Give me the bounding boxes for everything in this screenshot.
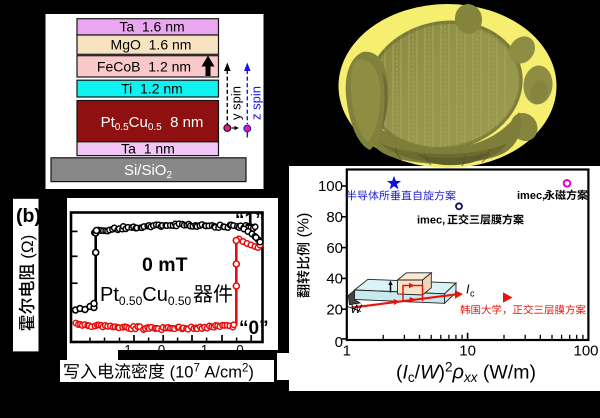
svg-text:imec,: imec, [517, 190, 545, 202]
svg-text:y spin: y spin [229, 86, 244, 120]
svg-text:Ta 1.6 nm: Ta 1.6 nm [119, 19, 184, 35]
svg-text:FeCoB 1.2 nm: FeCoB 1.2 nm [97, 59, 191, 75]
svg-text:“1”: “1” [235, 210, 265, 231]
svg-text:100: 100 [318, 178, 343, 195]
svg-text:1: 1 [343, 343, 351, 360]
svg-text:I: I [466, 283, 470, 297]
svg-text:40: 40 [326, 271, 343, 288]
svg-text:10: 10 [459, 343, 476, 360]
svg-text:Ti 1.2 nm: Ti 1.2 nm [121, 81, 183, 97]
svg-text:“0”: “0” [239, 318, 269, 339]
svg-text:0 mT: 0 mT [142, 254, 188, 276]
svg-text:(%): (%) [296, 213, 313, 242]
svg-text:(107 A/cm2): (107 A/cm2) [165, 363, 254, 382]
svg-text:z spin: z spin [249, 86, 264, 120]
svg-text:Ta 1 nm: Ta 1 nm [121, 141, 175, 157]
svg-text:(Ω): (Ω) [18, 235, 37, 264]
svg-text:80: 80 [326, 209, 343, 226]
svg-text:60: 60 [326, 240, 343, 257]
svg-text:0: 0 [335, 334, 343, 351]
svg-text:(b): (b) [16, 205, 41, 227]
svg-text:20: 20 [326, 301, 343, 318]
svg-text:Si/SiO2: Si/SiO2 [124, 162, 173, 181]
svg-text:100: 100 [573, 343, 598, 360]
svg-text:MgO 1.6 nm: MgO 1.6 nm [111, 37, 192, 53]
svg-text:c: c [470, 289, 475, 299]
svg-text:imec,: imec, [417, 215, 445, 227]
